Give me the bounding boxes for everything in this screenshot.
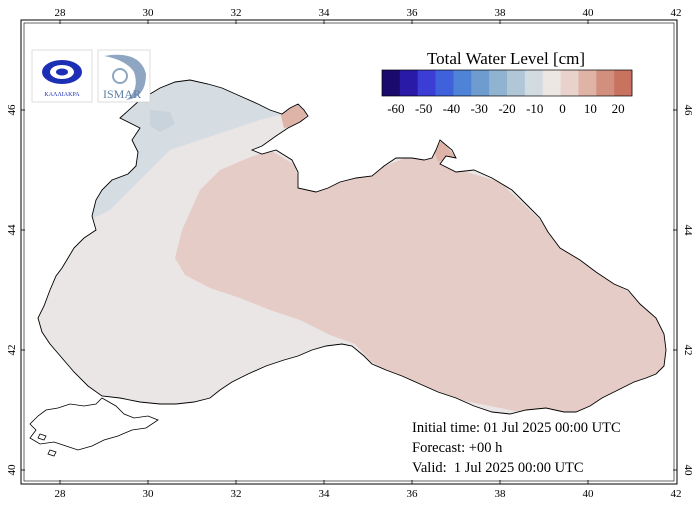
lon-label: 42	[671, 7, 682, 19]
legend-tick-label: -50	[415, 101, 432, 116]
lon-label: 36	[407, 488, 419, 500]
lon-label: 30	[143, 488, 155, 500]
lat-label: 46	[682, 105, 694, 117]
legend-swatch	[453, 70, 472, 96]
legend-swatch	[578, 70, 597, 96]
legend-swatch	[435, 70, 454, 96]
ismar-logo-text: ISMAR	[103, 87, 141, 101]
legend-swatch	[399, 70, 419, 96]
lat-label: 46	[6, 104, 18, 116]
lat-label: 44	[6, 224, 18, 236]
legend-swatch	[417, 70, 436, 96]
lat-label: 42	[682, 345, 694, 356]
legend-title: Total Water Level [cm]	[427, 49, 585, 68]
lon-label: 28	[55, 488, 67, 500]
legend-swatches	[381, 69, 633, 97]
legend-labels: -60 -50 -40 -30 -20 -10 0 10 20	[387, 101, 624, 116]
lon-label: 40	[583, 7, 595, 19]
negative-anomaly-region-secondary	[150, 110, 175, 132]
longitude-labels-top: 28 30 32 34 36 38 40 42	[55, 7, 682, 19]
map-frame	[20, 19, 678, 485]
lon-label: 40	[583, 488, 595, 500]
ismar-logo: ISMAR	[97, 49, 151, 103]
legend-swatch	[560, 70, 579, 96]
valid-time-text: Valid: 1 Jul 2025 00:00 UTC	[412, 460, 584, 476]
lon-label: 32	[231, 7, 242, 19]
legend-swatch	[614, 70, 633, 96]
legend-swatch	[489, 70, 508, 96]
lon-label: 42	[671, 488, 682, 500]
legend-swatch	[471, 70, 490, 96]
coastline	[37, 79, 667, 415]
legend-swatch	[382, 70, 401, 96]
colorbar-legend: Total Water Level [cm] -60 -50 -40 -30 -20 -1…	[381, 49, 633, 116]
map-inner-frame	[23, 22, 675, 482]
lon-label: 34	[319, 7, 331, 19]
lon-label: 36	[407, 7, 419, 19]
legend-swatch	[507, 70, 526, 96]
graticule-ticks	[21, 20, 677, 484]
positive-anomaly-region	[175, 150, 666, 414]
legend-tick-label: -40	[443, 101, 460, 116]
lat-label: 40	[682, 465, 694, 477]
lon-label: 34	[319, 488, 331, 500]
lon-label: 28	[55, 7, 67, 19]
legend-swatch	[542, 70, 561, 96]
legend-swatch	[596, 70, 615, 96]
lat-label: 42	[6, 345, 18, 356]
legend-tick-label: -60	[387, 101, 404, 116]
lon-label: 32	[231, 488, 242, 500]
legend-tick-label: -10	[526, 101, 543, 116]
latitude-labels-left: 40 42 44 46	[6, 104, 18, 476]
longitude-labels-bottom: 28 30 32 34 36 38 40 42	[55, 488, 682, 500]
lat-label: 44	[682, 225, 694, 237]
legend-border	[381, 69, 633, 97]
latitude-labels-right: 40 42 44 46	[682, 105, 694, 477]
lon-label: 38	[495, 7, 507, 19]
marmara-coastline	[29, 397, 159, 457]
lat-label: 40	[6, 464, 18, 476]
forecast-text: Forecast: +00 h	[412, 440, 503, 456]
legend-swatch	[524, 70, 544, 96]
emblem-logo: ΚΑΛΛΙΑΚΡΑ	[31, 49, 93, 103]
legend-tick-label: 10	[584, 101, 597, 116]
emblem-logo-text: ΚΑΛΛΙΑΚΡΑ	[44, 92, 80, 98]
legend-tick-label: 20	[612, 101, 625, 116]
lon-label: 38	[495, 488, 507, 500]
legend-tick-label: -20	[498, 101, 515, 116]
strong-positive-region	[280, 104, 308, 128]
lon-label: 30	[143, 7, 155, 19]
legend-tick-label: 0	[559, 101, 566, 116]
legend-tick-label: -30	[471, 101, 488, 116]
initial-time-text: Initial time: 01 Jul 2025 00:00 UTC	[412, 420, 621, 436]
